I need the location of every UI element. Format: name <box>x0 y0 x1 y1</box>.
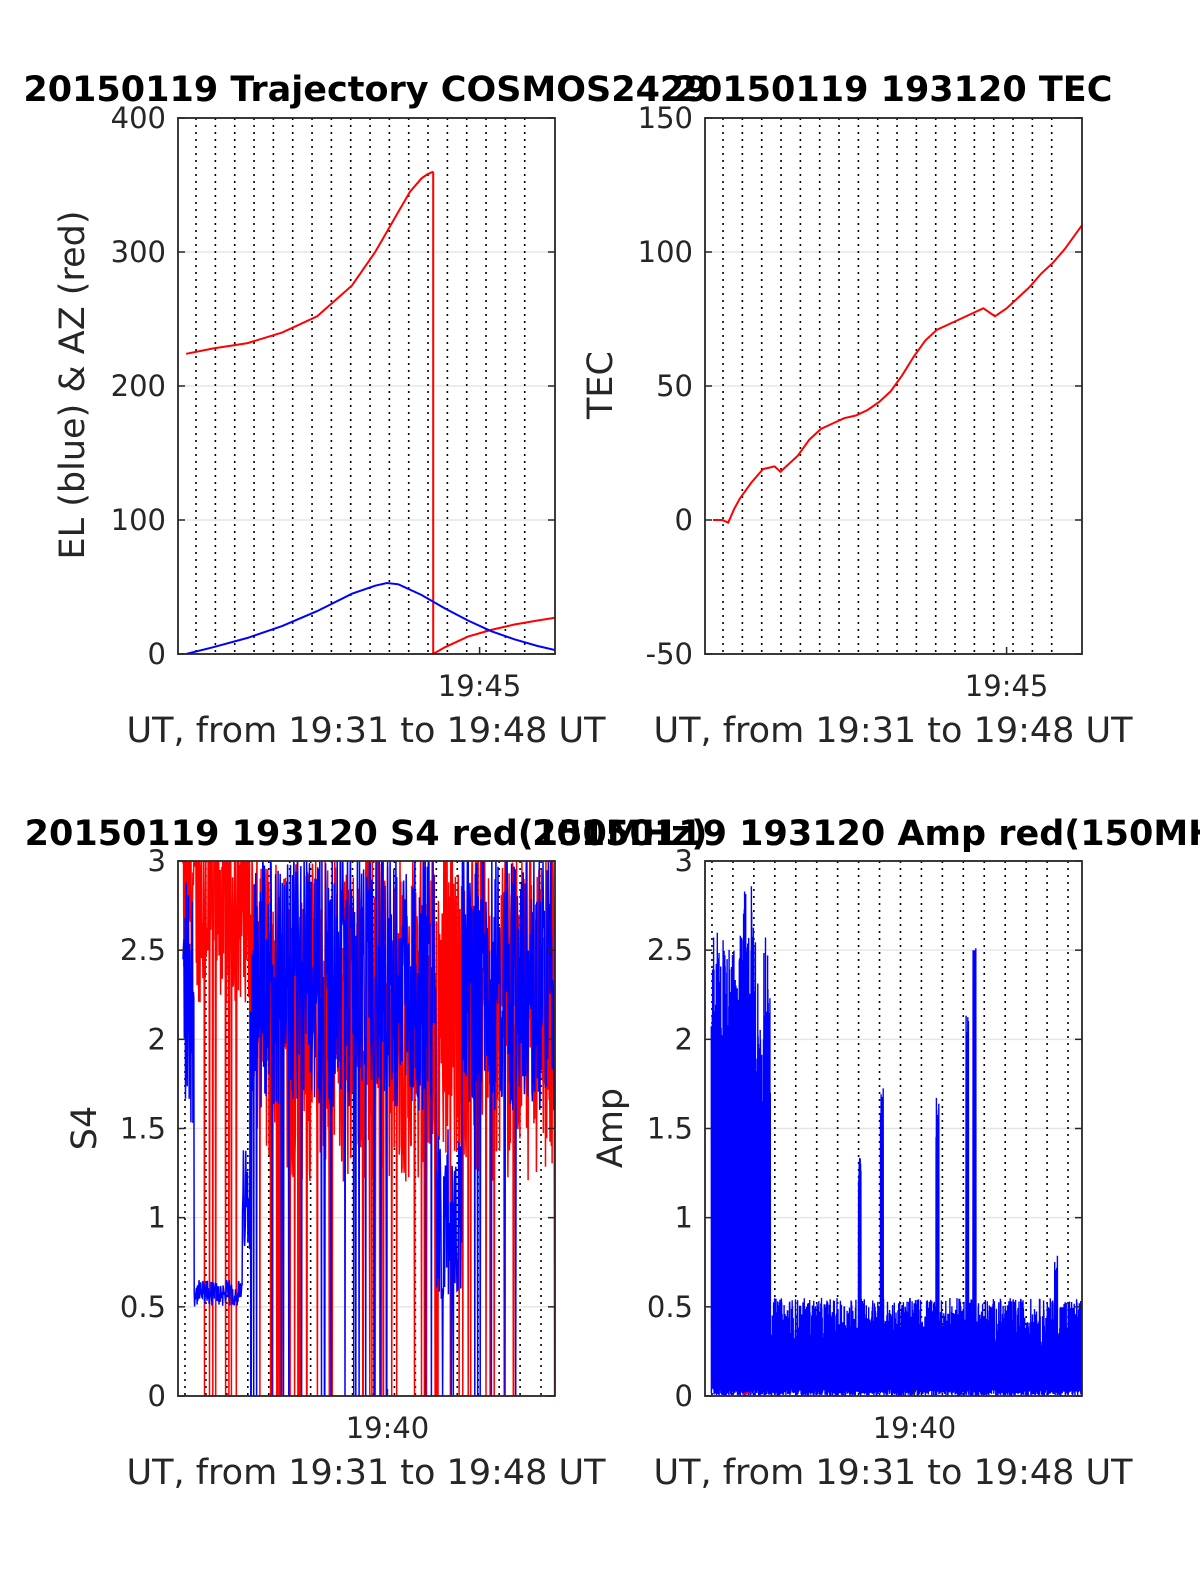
y-axis-label: TEC <box>581 351 621 420</box>
subplot-tec: -50 0 50 100 150 19:45 20150119 193120 TEC UT, … <box>581 70 1133 751</box>
y-tick-label: 0.5 <box>647 1290 693 1324</box>
y-tick-label: 2.5 <box>647 933 693 967</box>
x-tick-label: 19:40 <box>346 1411 430 1445</box>
x-tick-label: 19:40 <box>873 1411 957 1445</box>
y-tick-label: 150 <box>638 101 693 135</box>
chart-title: 20150119 Trajectory COSMOS2429 <box>23 70 708 110</box>
series-group <box>713 224 1082 525</box>
x-axis-label: UT, from 19:31 to 19:48 UT <box>653 711 1133 751</box>
y-tick-label: 400 <box>111 101 166 135</box>
series-line-amp-red <box>742 1391 750 1396</box>
series-line-az2 <box>432 171 555 654</box>
x-axis-label: UT, from 19:31 to 19:48 UT <box>653 1453 1133 1493</box>
y-tick-label: 1.5 <box>647 1112 693 1146</box>
y-tick-label: 2 <box>675 1022 693 1056</box>
y-axis-label: EL (blue) & AZ (red) <box>53 211 93 560</box>
y-tick-label: 300 <box>111 235 166 269</box>
series-group <box>185 170 555 654</box>
x-axis-label: UT, from 19:31 to 19:48 UT <box>126 1453 606 1493</box>
subplot-s4: 0 0.5 1 1.5 2 2.5 3 19:40 20150119 193120 S4 red… <box>25 814 708 1493</box>
chart-title: 20150119 193120 S4 red(150MHz) <box>25 814 708 854</box>
series-group <box>182 861 555 1396</box>
y-axis-label: Amp <box>591 1088 631 1168</box>
series-line-az <box>185 170 434 355</box>
y-tick-label: -50 <box>646 637 693 671</box>
y-tick-label: 0 <box>675 503 693 537</box>
subplot-amp: 0 0.5 1 1.5 2 2.5 3 19:40 20150119 193120 Amp re… <box>532 814 1200 1493</box>
subplot-trajectory: 0 100 200 300 400 19:45 20150119 Trajectory CO… <box>23 70 708 751</box>
y-tick-label: 1.5 <box>120 1112 166 1146</box>
y-tick-label: 0 <box>148 637 166 671</box>
y-tick-label: 0 <box>148 1379 166 1413</box>
y-tick-label: 50 <box>656 369 693 403</box>
y-tick-label: 1 <box>148 1201 166 1235</box>
y-tick-label: 2.5 <box>120 933 166 967</box>
series-line-tec <box>713 224 1082 525</box>
y-tick-label: 200 <box>111 369 166 403</box>
y-tick-label: 2 <box>148 1022 166 1056</box>
x-axis-label: UT, from 19:31 to 19:48 UT <box>126 711 606 751</box>
series-group <box>710 886 1082 1396</box>
y-axis-label: S4 <box>65 1106 105 1151</box>
x-tick-label: 19:45 <box>965 669 1049 703</box>
y-tick-label: 0 <box>675 1379 693 1413</box>
y-tick-label: 100 <box>111 503 166 537</box>
x-tick-label: 19:45 <box>438 669 522 703</box>
y-tick-label: 3 <box>148 844 166 878</box>
y-tick-label: 100 <box>638 235 693 269</box>
series-line-el <box>185 581 555 654</box>
series-line-s4-blue <box>182 861 555 1396</box>
y-tick-label: 1 <box>675 1201 693 1235</box>
chart-title: 20150119 193120 Amp red(150MHz) <box>532 814 1200 854</box>
chart-title: 20150119 193120 TEC <box>674 70 1113 110</box>
y-tick-label: 0.5 <box>120 1290 166 1324</box>
series-line-amp-blue <box>710 886 1082 1396</box>
y-tick-label: 3 <box>675 844 693 878</box>
